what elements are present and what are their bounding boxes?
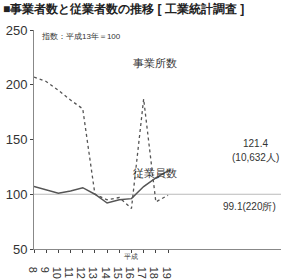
svg-text:99.1(220所): 99.1(220所) — [223, 201, 276, 212]
svg-text:14: 14 — [100, 267, 112, 279]
svg-text:250: 250 — [6, 23, 28, 38]
svg-text:15: 15 — [112, 267, 124, 279]
svg-text:16: 16 — [124, 267, 136, 279]
svg-text:事業所数: 事業所数 — [133, 57, 177, 69]
svg-text:従業員数: 従業員数 — [133, 167, 177, 179]
svg-text:12: 12 — [75, 267, 87, 279]
svg-text:200: 200 — [6, 77, 28, 92]
svg-text:11: 11 — [63, 267, 75, 278]
svg-text:50: 50 — [13, 242, 27, 257]
svg-text:9: 9 — [39, 267, 51, 273]
svg-text:平成: 平成 — [124, 253, 138, 260]
svg-text:19: 19 — [161, 267, 173, 279]
svg-text:121.4: 121.4 — [243, 138, 268, 149]
svg-text:100: 100 — [6, 187, 28, 202]
svg-text:10: 10 — [51, 267, 63, 279]
svg-text:■事業者数と従業者数の推移 [ 工業統計調査 ]: ■事業者数と従業者数の推移 [ 工業統計調査 ] — [3, 2, 244, 16]
svg-text:8: 8 — [27, 267, 39, 273]
svg-text:17: 17 — [136, 267, 148, 279]
svg-text:(10,632人): (10,632人) — [232, 152, 279, 163]
svg-text:13: 13 — [87, 267, 99, 279]
svg-text:指数：平成13年＝100: 指数：平成13年＝100 — [41, 32, 121, 41]
svg-text:18: 18 — [148, 267, 160, 279]
svg-text:150: 150 — [6, 132, 28, 147]
